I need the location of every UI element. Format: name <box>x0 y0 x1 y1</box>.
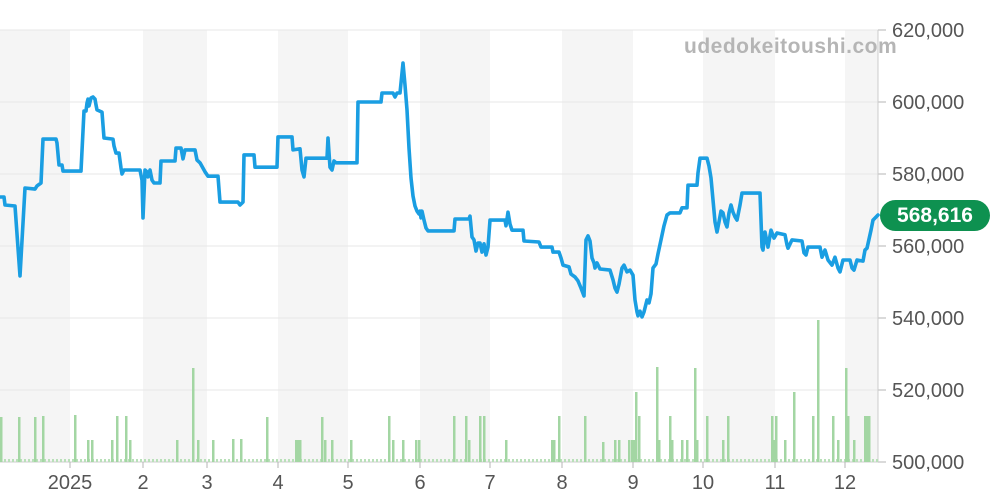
volume-bar <box>232 439 235 462</box>
volume-bar <box>453 416 456 462</box>
volume-bar <box>866 416 869 462</box>
volume-bar <box>129 440 132 462</box>
x-axis-label: 2025 <box>48 472 93 494</box>
volume-bar <box>402 440 405 462</box>
y-axis-label: 620,000 <box>892 20 964 42</box>
y-axis-label: 540,000 <box>892 308 964 330</box>
volume-bar <box>415 440 418 462</box>
volume-bar <box>812 416 815 462</box>
volume-bar <box>192 368 195 462</box>
volume-bar <box>686 440 689 462</box>
y-axis-label: 560,000 <box>892 236 964 258</box>
y-axis-label: 520,000 <box>892 380 964 402</box>
volume-bar <box>295 440 298 462</box>
volume-bar <box>18 417 21 462</box>
volume-bar <box>87 440 90 462</box>
volume-bar <box>793 392 796 462</box>
volume-bar <box>297 440 300 462</box>
volume-bar <box>658 440 661 462</box>
volume-bar <box>722 440 725 462</box>
volume-bar <box>618 440 621 462</box>
volume-bar <box>91 440 94 462</box>
volume-bar <box>350 440 353 462</box>
volume-bar <box>111 440 114 462</box>
y-axis-label: 500,000 <box>892 452 964 474</box>
x-axis-label: 8 <box>556 472 567 494</box>
volume-bar <box>299 440 302 462</box>
volume-bar <box>468 440 471 462</box>
y-axis-label: 600,000 <box>892 92 964 114</box>
y-axis-label: 580,000 <box>892 164 964 186</box>
volume-bar <box>212 440 215 462</box>
volume-bar <box>847 416 850 462</box>
volume-bar <box>837 440 840 462</box>
volume-bar <box>324 440 327 462</box>
volume-bar <box>694 368 697 462</box>
volume-bar <box>784 440 787 462</box>
volume-bar <box>465 416 468 462</box>
volume-bar <box>671 440 674 462</box>
volume-bar <box>34 417 37 462</box>
volume-bar <box>266 417 269 462</box>
x-axis-label: 9 <box>627 472 638 494</box>
x-axis-label: 4 <box>272 472 283 494</box>
volume-bar <box>696 440 699 462</box>
volume-bar <box>176 440 179 462</box>
volume-bar <box>706 416 709 462</box>
volume-bar <box>817 320 820 462</box>
volume-bar <box>868 416 871 462</box>
volume-bar <box>669 416 672 462</box>
volume-bar <box>125 416 128 462</box>
volume-bar <box>483 416 486 462</box>
volume-bar <box>633 440 636 462</box>
volume-bar <box>42 416 45 462</box>
volume-bar <box>864 416 867 462</box>
volume-bar <box>681 440 684 462</box>
x-axis-label: 12 <box>834 472 856 494</box>
volume-bar <box>628 440 631 462</box>
x-axis-label: 10 <box>692 472 714 494</box>
volume-bar <box>656 367 659 462</box>
volume-bar <box>635 392 638 462</box>
x-axis-label: 2 <box>137 472 148 494</box>
volume-bar <box>331 440 334 462</box>
volume-bar <box>558 416 561 462</box>
volume-bar <box>614 440 617 462</box>
volume-bar <box>631 440 634 462</box>
x-axis-label: 6 <box>414 472 425 494</box>
x-axis-label: 5 <box>342 472 353 494</box>
volume-bar <box>832 416 835 462</box>
volume-bar <box>74 415 77 462</box>
volume-bar <box>551 440 554 462</box>
volume-bar <box>727 416 730 462</box>
volume-bar <box>845 368 848 462</box>
volume-bar <box>775 416 778 462</box>
price-line-series <box>0 61 880 319</box>
volume-bar <box>0 417 3 462</box>
volume-bar <box>392 440 395 462</box>
volume-bar <box>638 416 641 462</box>
volume-bar <box>773 440 776 462</box>
volume-bar <box>602 442 605 462</box>
volume-bar <box>479 416 482 462</box>
x-axis-label: 7 <box>484 472 495 494</box>
volume-bar <box>505 440 508 462</box>
volume-bar <box>388 416 391 462</box>
volume-bar <box>553 440 556 462</box>
volume-bar <box>321 417 324 462</box>
x-axis-label: 3 <box>201 472 212 494</box>
volume-bar <box>240 439 243 462</box>
volume-bar <box>116 416 119 462</box>
volume-bar <box>771 416 774 462</box>
watermark: udedokeitoushi.com <box>684 35 898 58</box>
volume-bar <box>584 416 587 462</box>
volume-bar <box>197 440 200 462</box>
volume-bar <box>853 440 856 462</box>
last-price-badge: 568,616 <box>880 200 990 231</box>
x-axis-label: 11 <box>765 472 786 494</box>
volume-bar <box>418 440 421 462</box>
